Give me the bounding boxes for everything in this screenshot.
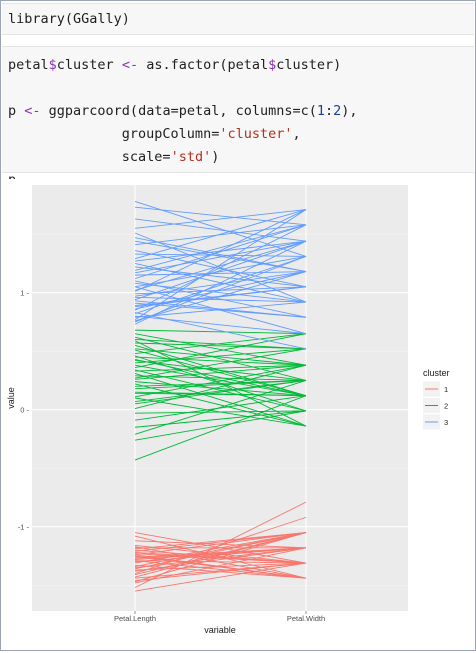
series-line (134, 547, 307, 569)
code-line: p <- ggparcoord(data=petal, columns=c(1:… (8, 103, 358, 119)
series-line (134, 209, 307, 292)
parallel-coordinates-plot: -1 - 0 - 1 - Petal.Length Petal.Width variabl… (6, 185, 450, 635)
code-line: petal$cluster <- as.factor(petal$cluster… (8, 57, 342, 73)
series-line (134, 562, 307, 571)
code-line: scale='std') (8, 149, 220, 165)
series-line (134, 560, 307, 564)
series-line (134, 286, 307, 306)
plot-output: -1 - 0 - 1 - Petal.Length Petal.Width variabl… (2, 179, 474, 649)
series-line (134, 339, 307, 350)
series-line (134, 301, 307, 318)
series-line (134, 255, 307, 323)
series-line (134, 364, 307, 409)
series-line (134, 532, 307, 583)
code-line: groupColumn='cluster', (8, 126, 301, 142)
y-tick-label: -1 - (18, 523, 30, 532)
series-cluster-1 (134, 501, 307, 592)
series-line (134, 206, 307, 226)
series-line (134, 250, 307, 288)
series-line (134, 540, 307, 549)
legend-label: 3 (444, 418, 448, 427)
series-line (134, 546, 307, 579)
series-line (134, 364, 307, 397)
series-line (134, 562, 307, 592)
series-line (134, 336, 307, 381)
series-line (134, 240, 307, 274)
x-tick-label: Petal.Length (114, 614, 156, 623)
series-line (134, 262, 307, 303)
series-line (134, 379, 307, 405)
series-line (134, 333, 307, 369)
series-line (134, 349, 307, 397)
series-line (134, 364, 307, 380)
series-line (134, 348, 307, 379)
series-line (134, 312, 307, 350)
legend: cluster 1 2 3 (423, 368, 450, 430)
series-line (134, 397, 307, 427)
series-line (134, 333, 307, 354)
legend-label: 1 (444, 385, 448, 394)
series-line (134, 224, 307, 271)
series-line (134, 381, 307, 397)
series-line (134, 296, 307, 303)
y-tick-label: 0 - (20, 406, 29, 415)
series-line (134, 395, 307, 421)
series-line (134, 209, 307, 260)
series-line (134, 360, 307, 381)
series-line (134, 410, 307, 428)
series-line (134, 380, 307, 435)
series-line (134, 240, 307, 273)
series-line (134, 300, 307, 318)
series-line (134, 364, 307, 398)
series-line (134, 560, 307, 579)
y-tick-label: 1 - (20, 289, 29, 298)
series-line (134, 240, 307, 301)
series-line (134, 280, 307, 318)
series-line (134, 410, 307, 441)
code-line: library(GGally) (8, 11, 130, 27)
code-line (8, 77, 468, 100)
series-line (134, 547, 307, 559)
series-line (134, 329, 307, 335)
series-line (134, 209, 307, 229)
series-line (134, 391, 307, 397)
series-line (134, 372, 307, 427)
series-line (134, 348, 307, 366)
series-line (134, 232, 307, 303)
series-line (134, 286, 307, 335)
series-line (134, 547, 307, 584)
series-line (134, 218, 307, 242)
series-line (134, 271, 307, 297)
code-cell-1[interactable]: library(GGally) (2, 3, 474, 35)
series-line (134, 333, 307, 366)
series-line (134, 240, 307, 262)
series-line (134, 209, 307, 320)
x-tick-label: Petal.Width (287, 614, 325, 623)
series-line (134, 532, 307, 576)
legend-label: 2 (444, 402, 448, 411)
series-line (134, 383, 307, 427)
series-line (134, 356, 307, 366)
series-line (134, 545, 307, 564)
legend-title: cluster (423, 368, 450, 378)
plot-panel (32, 185, 408, 611)
y-axis-label: value (6, 387, 16, 409)
code-cell-2[interactable]: petal$cluster <- as.factor(petal$cluster… (2, 46, 474, 188)
series-line (134, 253, 307, 257)
series-line (134, 562, 307, 579)
series-line (134, 395, 307, 461)
series-cluster-3 (134, 200, 307, 350)
series-line (134, 255, 307, 315)
series-line (134, 348, 307, 364)
series-cluster-2 (134, 329, 307, 461)
series-line (134, 379, 307, 387)
series-line (134, 532, 307, 564)
series-line (134, 271, 307, 276)
series-line (134, 532, 307, 556)
series-line (134, 282, 307, 303)
series-line (134, 240, 307, 291)
x-axis-label: variable (204, 625, 236, 635)
